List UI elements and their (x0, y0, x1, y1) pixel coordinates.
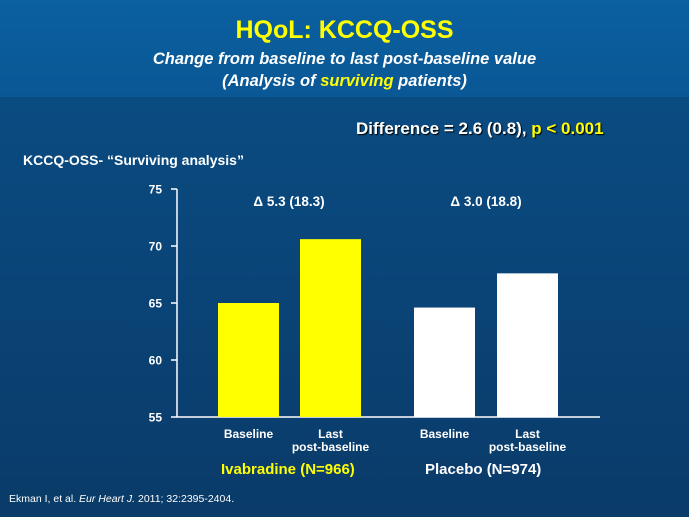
p-value: p < 0.001 (531, 119, 604, 138)
difference-text: Difference = 2.6 (0.8), (356, 119, 532, 138)
difference-statement: Difference = 2.6 (0.8), p < 0.001 (356, 119, 604, 139)
bar-label: Last (515, 427, 540, 441)
header-band (0, 0, 689, 97)
subtitle-highlight: surviving (320, 72, 394, 90)
bar-0-1 (300, 239, 361, 417)
slide-subtitle-line2: (Analysis of surviving patients) (0, 72, 689, 91)
bar-label: Last (318, 427, 343, 441)
delta-label: Δ 3.0 (18.8) (450, 194, 521, 209)
group-label-ivabradine: Ivabradine (N=966) (221, 461, 355, 478)
citation-authors: Ekman I, et al. (9, 493, 80, 505)
bar-label: post-baseline (489, 440, 567, 454)
bar-0-0 (218, 303, 279, 417)
delta-label: Δ 5.3 (18.3) (253, 194, 324, 209)
bar-label: post-baseline (292, 440, 370, 454)
y-tick-label: 55 (149, 411, 163, 425)
citation-journal: Eur Heart J. (79, 493, 136, 505)
y-tick-label: 70 (149, 240, 163, 254)
slide-subtitle-line1: Change from baseline to last post-baseli… (152, 50, 537, 68)
slide-title: HQoL: KCCQ-OSS (235, 16, 454, 44)
bar-label: Baseline (420, 427, 470, 441)
bar-1-0 (414, 307, 475, 417)
citation: Ekman I, et al. Eur Heart J. 2011; 32:23… (9, 493, 234, 505)
group-label-placebo: Placebo (N=974) (425, 461, 542, 478)
y-tick-label: 75 (149, 183, 163, 197)
bar-1-1 (497, 273, 558, 417)
y-tick-label: 60 (149, 354, 163, 368)
citation-rest: 2011; 32:2395-2404. (135, 493, 235, 505)
analysis-label: KCCQ-OSS- “Surviving analysis” (23, 152, 244, 168)
subtitle-post: patients) (393, 72, 467, 90)
y-tick-label: 65 (149, 297, 163, 311)
subtitle-pre: (Analysis of (222, 72, 321, 90)
bar-label: Baseline (224, 427, 274, 441)
